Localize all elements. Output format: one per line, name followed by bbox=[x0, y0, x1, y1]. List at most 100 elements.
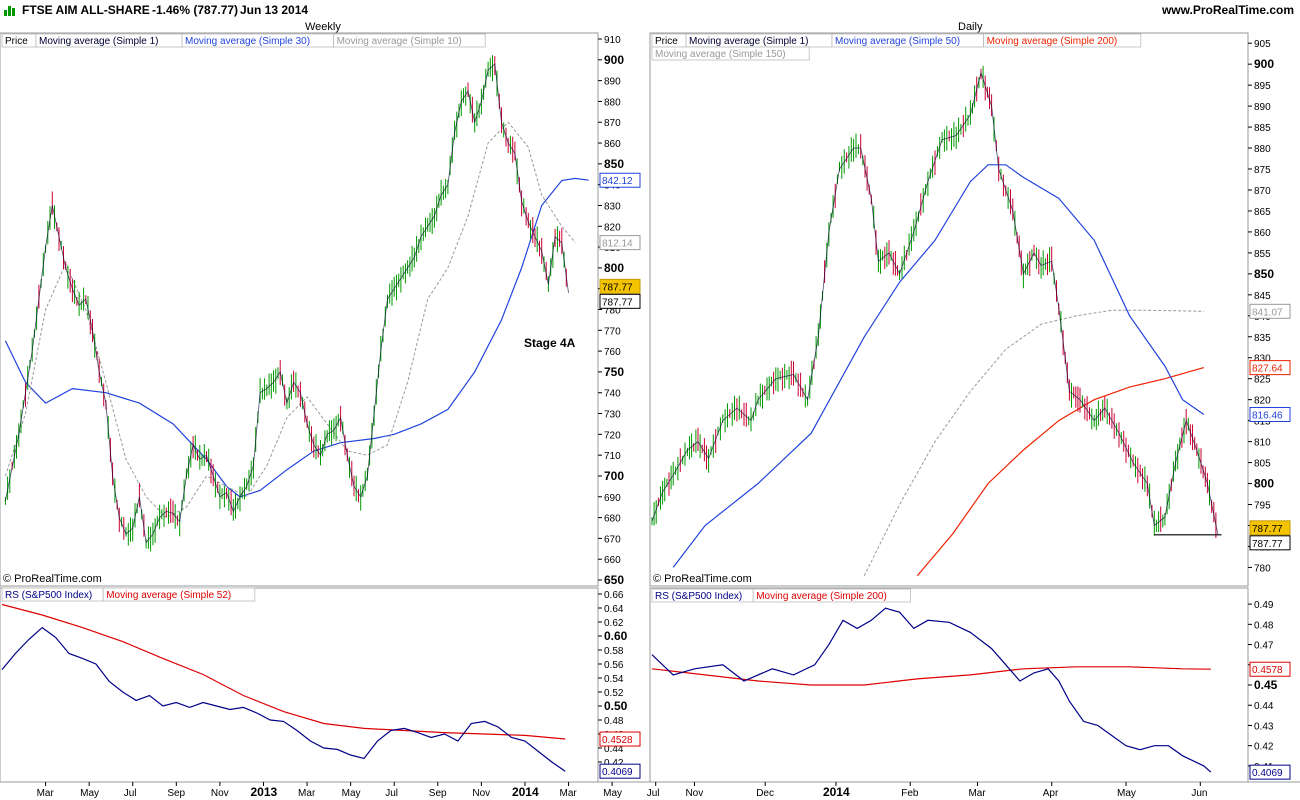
daily-price-legend-item: Moving average (Simple 50) bbox=[835, 36, 960, 47]
weekly-rs-frame bbox=[0, 587, 599, 783]
weekly-price-legend-item: Moving average (Simple 30) bbox=[185, 36, 310, 47]
daily-xtick-label: May bbox=[1117, 788, 1136, 799]
weekly-rs-ma-line bbox=[1, 603, 566, 740]
daily-title: Daily bbox=[958, 21, 983, 33]
daily-rs-legend-item: Moving average (Simple 200) bbox=[756, 591, 887, 602]
daily-price-ytick-label: 870 bbox=[1254, 186, 1271, 197]
weekly-rs-ytick-label: 0.42 bbox=[604, 758, 624, 769]
weekly-xtick-label: Sep bbox=[429, 788, 447, 799]
weekly-rs-ytick-label: 0.66 bbox=[604, 590, 624, 601]
weekly-price-ytick-label: 690 bbox=[604, 493, 621, 504]
daily-price-ytick-label: 815 bbox=[1254, 417, 1271, 428]
daily-price-row2-legend-box bbox=[651, 46, 810, 61]
daily-price-legend-item: Moving average (Simple 1) bbox=[689, 36, 809, 47]
weekly-rs-ma-badge: 0.4528 bbox=[599, 731, 641, 747]
daily-ma150-badge-box bbox=[1249, 303, 1291, 319]
daily-rs-ytick-label: 0.44 bbox=[1254, 701, 1274, 712]
weekly-xtick-label: Jul bbox=[647, 788, 660, 799]
daily-price-ytick-label: 830 bbox=[1254, 354, 1271, 365]
weekly-xtick-label: Jul bbox=[385, 788, 398, 799]
daily-price-ytick-label: 825 bbox=[1254, 375, 1271, 386]
weekly-xtick-label: Jul bbox=[124, 788, 137, 799]
weekly-rs-line bbox=[1, 626, 566, 772]
weekly-xtick-label: 2014 bbox=[512, 785, 539, 799]
weekly-xtick-label: May bbox=[80, 788, 99, 799]
daily-xtick-label: Nov bbox=[685, 788, 703, 799]
ma200-line bbox=[916, 367, 1204, 577]
daily-xtick-label: Mar bbox=[968, 788, 986, 799]
daily-price-legend-item: Price bbox=[655, 36, 678, 47]
daily-rs-ytick-label: 0.47 bbox=[1254, 641, 1274, 652]
daily-price-ytick-label: 880 bbox=[1254, 144, 1271, 155]
weekly-price-ytick-label: 890 bbox=[604, 77, 621, 88]
weekly-rs-ytick-label: 0.56 bbox=[604, 660, 624, 671]
weekly-ma30-badge-box bbox=[599, 172, 641, 188]
daily-price-ytick-label: 780 bbox=[1254, 563, 1271, 574]
daily-ma50-badge-box bbox=[1249, 407, 1291, 423]
ticker-name: FTSE AIM ALL-SHARE bbox=[22, 3, 150, 17]
weekly-rs-ytick-label: 0.44 bbox=[604, 744, 624, 755]
website-link[interactable]: www.ProRealTime.com bbox=[1161, 3, 1294, 17]
daily-price-ytick-label: 800 bbox=[1254, 477, 1274, 491]
weekly-xtick-label: Mar bbox=[298, 788, 316, 799]
daily-price-ytick-label: 860 bbox=[1254, 228, 1271, 239]
weekly-xtick-label: Mar bbox=[37, 788, 55, 799]
weekly-title: Weekly bbox=[305, 21, 341, 33]
daily-copyright: © ProRealTime.com bbox=[653, 573, 752, 585]
daily-rs-value-badge-box bbox=[1249, 764, 1291, 780]
weekly-price-legend-item: Price bbox=[5, 36, 28, 47]
weekly-rs-ytick-label: 0.52 bbox=[604, 688, 624, 699]
weekly-rs-legend-item: RS (S&P500 Index) bbox=[5, 590, 92, 601]
daily-close-badge-label: 787.77 bbox=[1252, 539, 1283, 550]
daily-price-ytick-label: 835 bbox=[1254, 333, 1271, 344]
daily-xtick-label: Dec bbox=[756, 788, 774, 799]
daily-ma150-badge: 841.07 bbox=[1249, 303, 1291, 319]
weekly-price-ytick-label: 880 bbox=[604, 97, 621, 108]
daily-price-ytick-label: 850 bbox=[1254, 267, 1274, 281]
weekly-ma10-badge: 812.14 bbox=[599, 235, 641, 251]
daily-close-badge: 787.77 bbox=[1249, 535, 1291, 551]
weekly-price-ytick-label: 910 bbox=[604, 35, 621, 46]
daily-rs-legend-box bbox=[752, 588, 911, 603]
daily-price-ytick-label: 795 bbox=[1254, 501, 1271, 512]
daily-last-badge: 787.77 bbox=[1249, 520, 1291, 536]
weekly-price-ytick-label: 740 bbox=[604, 389, 621, 400]
weekly-price-ytick-label: 850 bbox=[604, 157, 624, 171]
weekly-price-ytick-label: 800 bbox=[604, 261, 624, 275]
daily-price-ytick-label: 895 bbox=[1254, 81, 1271, 92]
weekly-price-ytick-label: 730 bbox=[604, 410, 621, 421]
weekly-price-ytick-label: 820 bbox=[604, 222, 621, 233]
ma50-line bbox=[672, 164, 1205, 568]
daily-rs-ytick-label: 0.43 bbox=[1254, 721, 1274, 732]
daily-price-ytick-label: 855 bbox=[1254, 249, 1271, 260]
weekly-xtick-label: May bbox=[342, 788, 361, 799]
daily-rs-ytick-label: 0.42 bbox=[1254, 742, 1274, 753]
daily-price-ytick-label: 875 bbox=[1254, 165, 1271, 176]
weekly-rs-ytick-label: 0.58 bbox=[604, 646, 624, 657]
daily-ma50-badge-label: 816.46 bbox=[1252, 411, 1283, 422]
weekly-ma10-badge-label: 812.14 bbox=[602, 239, 633, 250]
chart-date: Jun 13 2014 bbox=[240, 3, 309, 17]
weekly-xtick-label: 2013 bbox=[250, 785, 277, 799]
weekly-rs-value-badge-box bbox=[599, 763, 641, 779]
daily-price-ytick-label: 820 bbox=[1254, 396, 1271, 407]
weekly-xtick-label: May bbox=[603, 788, 622, 799]
weekly-price-ytick-label: 750 bbox=[604, 365, 624, 379]
weekly-price-legend-item: Moving average (Simple 10) bbox=[337, 36, 462, 47]
daily-ma200-badge-label: 827.64 bbox=[1252, 364, 1283, 375]
weekly-price-ytick-label: 680 bbox=[604, 514, 621, 525]
daily-last-badge-box bbox=[1249, 520, 1291, 536]
weekly-rs-ytick-label: 0.64 bbox=[604, 604, 624, 615]
daily-xtick-label: Jun bbox=[1191, 788, 1207, 799]
weekly-rs-ytick-label: 0.50 bbox=[604, 699, 628, 713]
bar-chart-icon bbox=[4, 6, 15, 16]
weekly-xtick-label: Mar bbox=[560, 788, 578, 799]
daily-rs-ma-line bbox=[651, 666, 1211, 686]
daily-ma200-badge-box bbox=[1249, 360, 1291, 376]
weekly-price-ytick-label: 700 bbox=[604, 469, 624, 483]
daily-rs-ma-badge: 0.4578 bbox=[1249, 661, 1291, 677]
daily-rs-line bbox=[651, 607, 1212, 773]
weekly-price-ytick-label: 870 bbox=[604, 118, 621, 129]
weekly-price-ytick-label: 770 bbox=[604, 326, 621, 337]
